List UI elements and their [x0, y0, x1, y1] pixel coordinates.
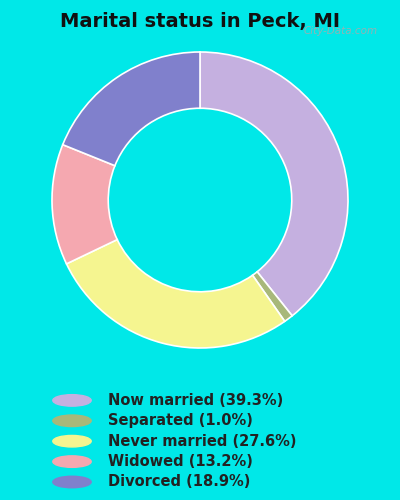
Text: Marital status in Peck, MI: Marital status in Peck, MI	[60, 12, 340, 32]
Text: Never married (27.6%): Never married (27.6%)	[108, 434, 296, 448]
Circle shape	[53, 394, 91, 406]
Wedge shape	[252, 272, 292, 322]
Text: Widowed (13.2%): Widowed (13.2%)	[108, 454, 253, 469]
Wedge shape	[200, 52, 348, 316]
Circle shape	[53, 436, 91, 447]
Text: Divorced (18.9%): Divorced (18.9%)	[108, 474, 250, 490]
Circle shape	[53, 456, 91, 468]
Wedge shape	[66, 240, 285, 348]
Text: Now married (39.3%): Now married (39.3%)	[108, 393, 283, 408]
Circle shape	[53, 476, 91, 488]
Text: Separated (1.0%): Separated (1.0%)	[108, 414, 253, 428]
Text: City-Data.com: City-Data.com	[304, 26, 378, 36]
Wedge shape	[52, 144, 117, 264]
Circle shape	[53, 415, 91, 426]
Wedge shape	[63, 52, 200, 166]
